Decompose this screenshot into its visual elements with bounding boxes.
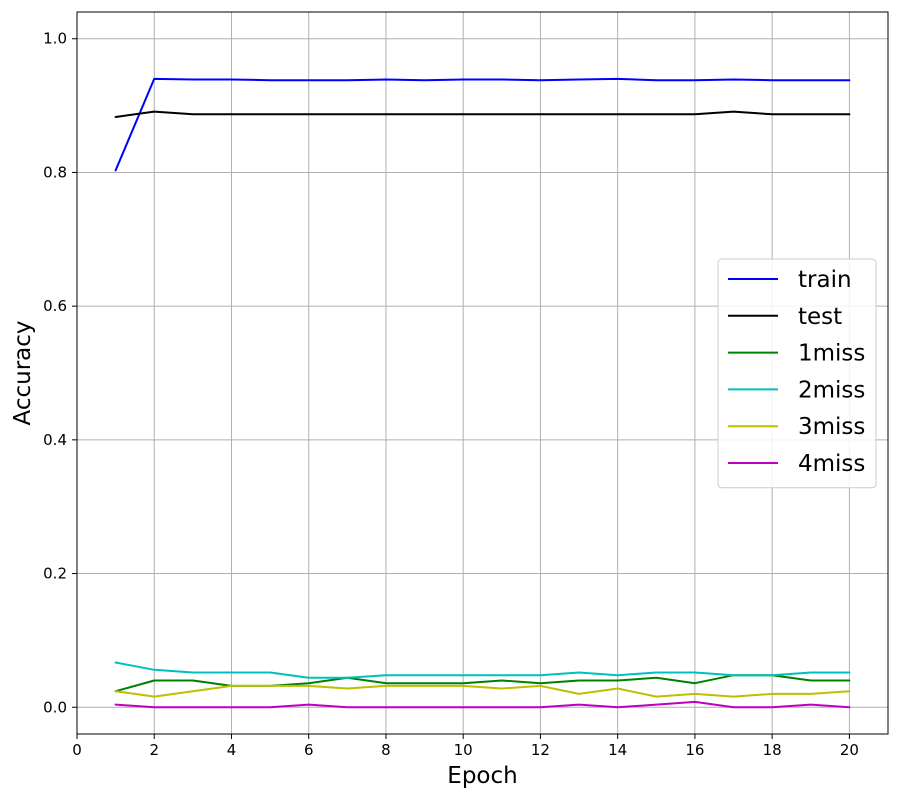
y-tick-label: 0.2 <box>43 565 67 583</box>
x-tick-label: 4 <box>227 741 237 759</box>
x-tick-label: 20 <box>840 741 859 759</box>
y-tick-label: 0.0 <box>43 698 67 716</box>
legend-label-4miss: 4miss <box>798 451 865 477</box>
series-line-4miss <box>114 700 851 709</box>
x-tick-label: 14 <box>608 741 627 759</box>
x-tick-label: 10 <box>454 741 473 759</box>
x-tick-label: 16 <box>685 741 704 759</box>
y-tick-label: 0.6 <box>43 297 67 315</box>
legend-label-test: test <box>798 304 842 330</box>
x-tick-label: 18 <box>763 741 782 759</box>
legend: train test 1miss 2miss 3miss 4miss <box>717 258 877 489</box>
series-line-3miss <box>114 684 851 698</box>
legend-label-3miss: 3miss <box>798 414 865 440</box>
legend-label-2miss: 2miss <box>798 377 865 403</box>
x-tick-label: 0 <box>72 741 82 759</box>
y-tick-label: 0.4 <box>43 431 67 449</box>
x-axis-label: Epoch <box>447 763 517 789</box>
series-line-test <box>114 110 851 118</box>
x-tick-label: 12 <box>531 741 550 759</box>
legend-label-train: train <box>798 267 852 293</box>
y-tick-label: 0.8 <box>43 163 67 181</box>
legend-label-1miss: 1miss <box>798 341 865 367</box>
x-tick-label: 8 <box>381 741 391 759</box>
series-line-1miss <box>114 674 851 693</box>
series-line-train <box>114 77 851 172</box>
y-tick-label: 1.0 <box>43 30 67 48</box>
series-line-2miss <box>114 661 851 679</box>
axis-ticks: 0 2 4 6 8 10 12 14 16 18 20 0.0 0.2 0.4 0.6 0.8 1.0 <box>43 30 859 759</box>
x-tick-label: 2 <box>149 741 159 759</box>
plot-frame <box>76 11 889 735</box>
series-lines <box>114 77 851 709</box>
y-axis-label: Accuracy <box>10 320 36 425</box>
x-tick-label: 6 <box>304 741 314 759</box>
